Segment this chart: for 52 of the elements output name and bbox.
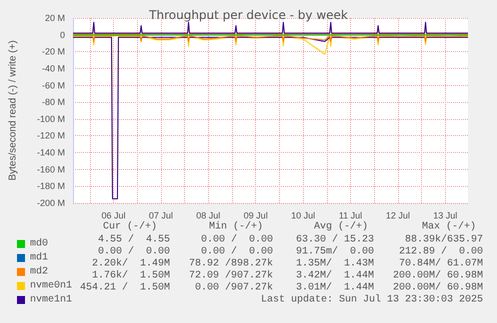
text: Avg (-/+) (314, 220, 368, 232)
text: 3.01M/ 1.44M (296, 282, 374, 294)
y-tick-label: -160 M (36, 164, 65, 174)
legend-label: md0 (30, 238, 48, 250)
y-tick-label: -100 M (36, 114, 65, 124)
text: 2.20k/ 1.49M (92, 258, 170, 270)
legend-label: nvme1n1 (30, 294, 72, 306)
y-tick-label: -200 M (36, 198, 65, 208)
x-tick-label: 11 Jul (338, 210, 362, 220)
y-tick-label: 20 M (44, 13, 65, 23)
text: Cur (-/+) (103, 220, 158, 232)
text: 91.75m/ 0.00 (296, 246, 374, 258)
text: 200.00M/ 60.98M (392, 270, 483, 282)
y-tick-label: -40 M (42, 63, 65, 74)
text: 63.30 / 15.23 (296, 234, 374, 246)
legend-label: md1 (30, 252, 48, 264)
text: Min (-/+) (209, 220, 264, 232)
x-tick-label: 08 Jul (196, 210, 220, 220)
text: 454.21 / 1.50M (80, 282, 170, 294)
x-tick-label: 06 Jul (101, 210, 126, 220)
x-tick-label: 13 Jul (433, 210, 458, 220)
text: 70.84M/ 61.07M (398, 258, 483, 270)
legend-label: md2 (30, 266, 48, 278)
y-tick-label: -180 M (36, 181, 65, 192)
y-tick-label: 0 (60, 30, 65, 40)
text: Max (-/+) (422, 220, 476, 232)
text: 88.39k/635.97 (404, 234, 483, 246)
text: 0.00 / 0.00 (200, 246, 273, 258)
legend-label: nvme0n1 (30, 280, 72, 292)
text: 72.09 /907.27k (188, 270, 273, 282)
x-tick-label: 10 Jul (291, 210, 316, 220)
y-tick-label: -120 M (36, 130, 65, 141)
text: 3.42M/ 1.44M (296, 270, 374, 282)
text: 1.35M/ 1.43M (296, 258, 374, 270)
text: 1.76k/ 1.50M (92, 270, 170, 282)
text: 4.55 / 4.55 (98, 234, 170, 246)
chart-title: Throughput per device - by week (148, 8, 348, 22)
text: 78.92 /898.27k (188, 258, 273, 270)
x-tick-label: 09 Jul (244, 210, 268, 220)
text: 0.00 / 0.00 (200, 234, 273, 246)
text: 0.00 /907.27k (194, 282, 273, 294)
y-axis-title: Bytes/second read (-) / write (+) (8, 40, 18, 181)
x-tick-label: 07 Jul (148, 210, 173, 220)
x-tick-label: 12 Jul (386, 210, 410, 220)
text: 212.89 / 0.00 (398, 246, 483, 258)
y-tick-label: -80 M (42, 97, 65, 108)
text: Last update: Sun Jul 13 23:30:03 2025 (260, 294, 483, 306)
y-tick-label: -20 M (42, 46, 65, 57)
y-tick-label: -140 M (36, 148, 65, 158)
y-tick-label: -60 M (42, 80, 65, 90)
text: 200.00M/ 60.98M (392, 282, 483, 294)
text: 0.00 / 0.00 (98, 246, 170, 258)
